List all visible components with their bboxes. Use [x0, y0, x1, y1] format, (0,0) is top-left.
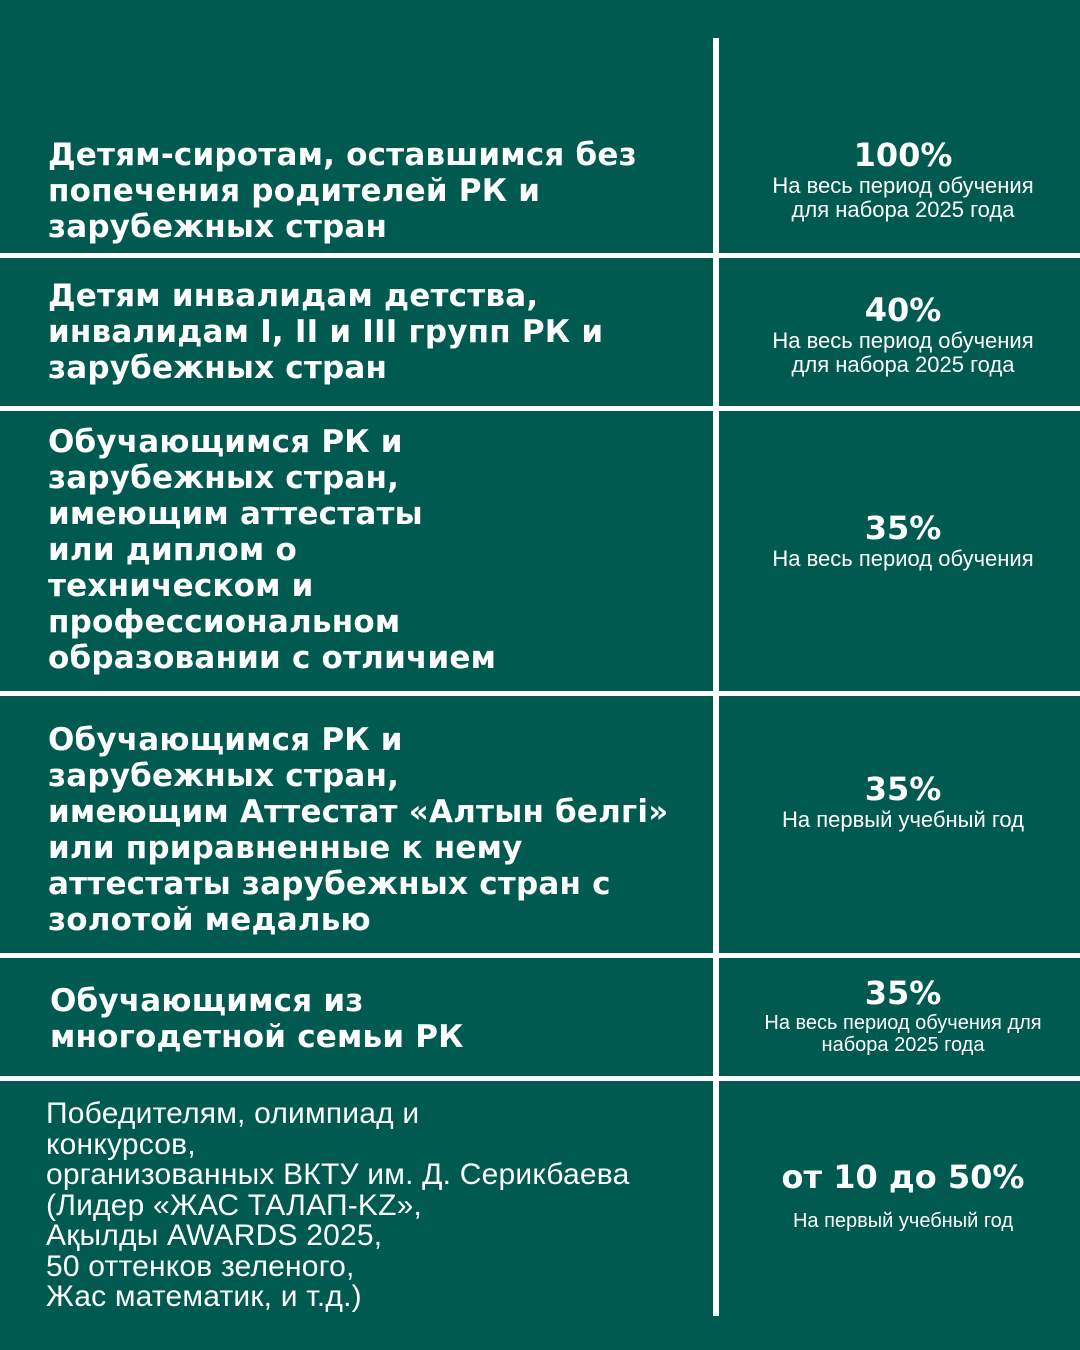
row-1-benefit: 100% На весь период обучения для набора … — [722, 136, 1080, 222]
row-3-discount: 35% — [864, 509, 942, 547]
row-3-term: На весь период обучения — [772, 546, 1034, 571]
row-divider — [0, 953, 1080, 958]
row-2-category: Детям инвалидам детства, инвалидам I, II… — [48, 278, 604, 386]
row-divider — [0, 691, 1080, 696]
row-1-term: На весь период обучения для набора 2025 … — [772, 173, 1034, 222]
row-6-discount: от 10 до 50% — [781, 1158, 1025, 1196]
row-3-benefit: 35% На весь период обучения — [722, 509, 1080, 571]
row-4-term: На первый учебный год — [781, 807, 1025, 832]
row-3-category: Обучающимся РК и зарубежных стран, имеющ… — [48, 424, 497, 676]
row-5-discount: 35% — [864, 974, 942, 1012]
row-6-category: Победителям, олимпиад и конкурсов, орган… — [46, 1097, 630, 1313]
row-divider — [0, 406, 1080, 411]
row-5-benefit: 35% На весь период обучения для набора 2… — [722, 974, 1080, 1056]
row-2-discount: 40% — [864, 291, 942, 329]
row-4-benefit: 35% На первый учебный год — [722, 770, 1080, 832]
row-2-benefit: 40% На весь период обучения для набора 2… — [722, 291, 1080, 377]
row-divider — [0, 1076, 1080, 1081]
row-4-category: Обучающимся РК и зарубежных стран, имеющ… — [48, 722, 669, 938]
row-6-benefit: от 10 до 50% На первый учебный год — [722, 1158, 1080, 1232]
row-1-category: Детям-сиротам, оставшимся без попечения … — [48, 137, 637, 245]
row-5-term: На весь период обучения для набора 2025 … — [764, 1012, 1042, 1056]
row-divider — [0, 253, 1080, 258]
row-5-category: Обучающимся из многодетной семьи РК — [50, 983, 464, 1055]
row-2-term: На весь период обучения для набора 2025 … — [772, 328, 1034, 377]
row-4-discount: 35% — [864, 770, 942, 808]
row-1-discount: 100% — [853, 136, 953, 174]
column-divider — [713, 38, 719, 1316]
row-6-term: На первый учебный год — [792, 1210, 1014, 1232]
